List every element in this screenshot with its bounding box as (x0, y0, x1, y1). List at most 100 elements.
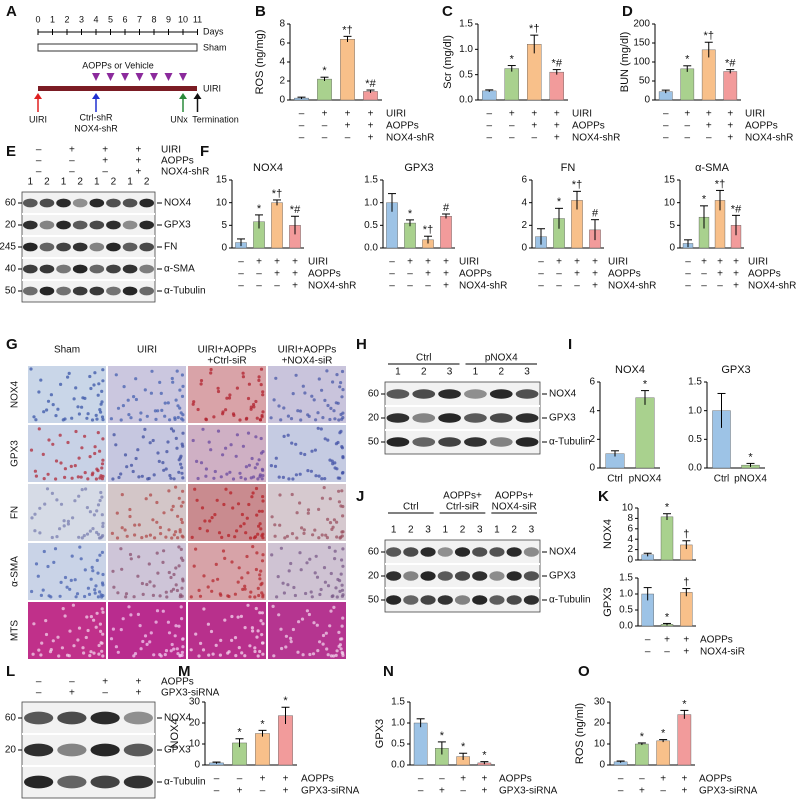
tissue-texture (227, 533, 231, 538)
tissue-texture (282, 406, 286, 410)
group-label: NOX4-siR (492, 502, 537, 513)
tissue-texture (326, 653, 330, 657)
tissue-texture (204, 467, 208, 471)
tissue-texture (34, 418, 38, 422)
blot-band (106, 286, 121, 296)
tissue-texture (236, 502, 241, 506)
tissue-texture (120, 567, 124, 571)
tissue-texture (227, 594, 231, 599)
condition-label: NOX4-shR (745, 133, 793, 144)
tissue-texture (179, 605, 183, 609)
y-tick-label: 0 (627, 555, 633, 566)
tissue-texture (239, 475, 243, 480)
tissue-texture (159, 391, 163, 395)
mw-label: 50 (5, 286, 17, 297)
blot-band (139, 264, 155, 274)
lane-label: 1 (391, 525, 397, 536)
tissue-texture (260, 591, 264, 595)
blot-band (123, 743, 154, 757)
tissue-texture (213, 513, 217, 517)
tissue-texture (42, 549, 46, 554)
tissue-texture (260, 559, 265, 563)
tissue-texture (250, 456, 254, 461)
tissue-texture (202, 574, 206, 578)
tissue-texture (129, 613, 133, 617)
mw-label: 60 (368, 547, 380, 558)
tissue-texture (71, 516, 75, 520)
tissue-texture (291, 392, 295, 396)
y-tick-label: 200 (633, 19, 650, 30)
tissue-texture (323, 437, 327, 441)
condition-sign: – (618, 786, 624, 797)
y-tick-label: 30 (594, 697, 606, 708)
tissue-texture (229, 491, 233, 495)
tissue-texture (323, 398, 327, 402)
tissue-texture (152, 584, 156, 588)
tissue-texture (45, 487, 50, 491)
y-tick-label: 0.5 (364, 220, 378, 231)
tissue-texture (181, 637, 185, 641)
significance-label: * (665, 611, 670, 623)
tissue-texture (49, 648, 53, 652)
tissue-texture (149, 631, 153, 635)
blot-band (454, 547, 471, 557)
tissue-texture (260, 611, 264, 615)
tissue-texture (310, 595, 314, 599)
tissue-texture (340, 558, 344, 562)
tissue-texture (77, 494, 81, 498)
tissue-texture (97, 382, 101, 386)
tissue-texture (152, 473, 156, 477)
tissue-texture (216, 386, 220, 390)
y-tick-label: 0 (279, 95, 285, 106)
tissue-texture (289, 561, 293, 566)
tissue-texture (335, 649, 339, 653)
tissue-texture (40, 641, 44, 645)
blot-band (22, 198, 38, 208)
tissue-texture (181, 476, 185, 480)
blot-band (412, 413, 436, 423)
y-axis-label: NOX4 (602, 519, 614, 549)
tissue-texture (153, 409, 157, 413)
tissue-texture (86, 477, 90, 481)
lane-label: 3 (524, 367, 530, 378)
condition-sign: – (274, 281, 280, 292)
column-label: +NOX4-siR (282, 356, 333, 367)
tissue-texture (171, 587, 176, 591)
condition-sign: + (443, 257, 449, 268)
mw-label: 60 (5, 713, 17, 724)
tissue-texture (254, 399, 258, 404)
tissue-texture (260, 633, 264, 637)
tissue-texture (329, 609, 333, 613)
tissue-texture (240, 651, 244, 655)
tissue-texture (101, 521, 105, 526)
tissue-texture (305, 609, 309, 613)
y-axis-label: GPX3 (602, 587, 614, 616)
tissue-texture (259, 619, 263, 623)
tissue-texture (145, 642, 149, 647)
condition-sign: + (574, 257, 580, 268)
tissue-texture (247, 502, 251, 507)
tissue-texture (154, 620, 158, 624)
tissue-texture (286, 414, 290, 418)
condition-sign: + (345, 121, 351, 132)
tissue-texture (89, 615, 93, 619)
tissue-texture (310, 394, 314, 398)
tissue-texture (271, 604, 275, 609)
tissue-texture (169, 476, 173, 480)
tissue-texture (96, 571, 100, 575)
tissue-texture (63, 475, 67, 479)
condition-label: GPX3-siRNA (301, 786, 360, 797)
tissue-texture (58, 527, 62, 531)
tissue-texture (211, 652, 215, 656)
tissue-texture (42, 410, 46, 414)
y-tick-label: 6 (627, 523, 633, 534)
y-tick-label: 0 (589, 463, 595, 474)
tissue-texture (209, 448, 213, 452)
blot-band (57, 711, 87, 725)
day-label: 7 (137, 14, 142, 24)
tissue-texture (233, 592, 237, 596)
tissue-texture (329, 571, 333, 576)
blot-label: NOX4 (549, 389, 577, 400)
y-tick-label: 10 (594, 739, 606, 750)
tissue-texture (54, 414, 58, 418)
